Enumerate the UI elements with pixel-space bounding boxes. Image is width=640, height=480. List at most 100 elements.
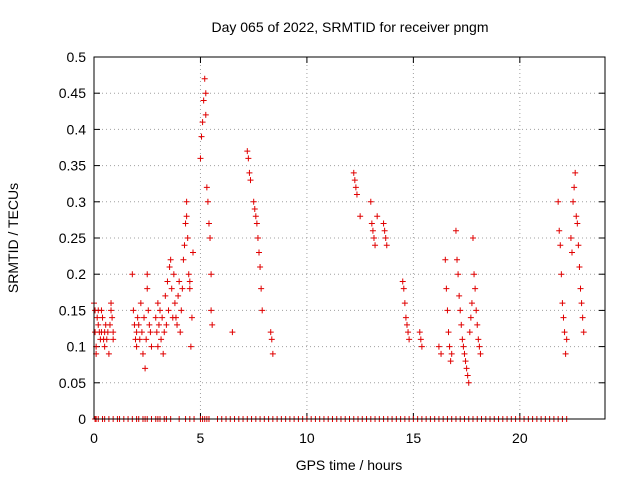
y-tick-label: 0.2 [67, 266, 87, 282]
data-point [167, 256, 174, 263]
data-point [134, 314, 141, 321]
data-point [110, 329, 117, 336]
data-point [137, 300, 144, 307]
y-tick-label: 0.25 [59, 230, 86, 246]
data-point [98, 307, 105, 314]
data-point [457, 307, 464, 314]
data-point [144, 285, 151, 292]
data-point [435, 343, 442, 350]
data-point [578, 300, 585, 307]
data-point [381, 227, 388, 234]
y-tick-label: 0.4 [67, 121, 87, 137]
data-point [172, 314, 179, 321]
data-point [368, 220, 375, 227]
data-point [575, 242, 582, 249]
data-point [245, 155, 252, 162]
data-point [187, 343, 194, 350]
data-point [454, 256, 461, 263]
data-point [165, 307, 172, 314]
data-point [186, 285, 193, 292]
data-point [382, 235, 389, 241]
data-point [130, 307, 137, 314]
data-point [168, 285, 175, 292]
data-point [351, 177, 358, 184]
data-point [477, 350, 484, 357]
data-point [473, 307, 480, 314]
data-point [579, 314, 586, 321]
data-point [416, 329, 423, 336]
data-point [471, 271, 478, 278]
data-point [374, 213, 381, 220]
data-point [184, 235, 191, 241]
data-point [352, 184, 359, 191]
data-point [202, 111, 209, 118]
data-point [580, 329, 587, 336]
data-point [166, 263, 173, 270]
data-point [205, 220, 212, 227]
data-point [171, 300, 178, 307]
data-point [267, 329, 274, 336]
y-tick-label: 0.15 [59, 302, 86, 318]
data-point [200, 97, 207, 104]
data-point [153, 329, 160, 336]
data-point [145, 307, 152, 314]
data-points [91, 75, 587, 422]
data-point [174, 321, 181, 328]
data-point [577, 285, 584, 292]
y-tick-label: 0.1 [67, 339, 87, 355]
data-point [133, 329, 140, 336]
data-point [472, 285, 479, 292]
data-point [101, 343, 108, 350]
data-point [456, 292, 463, 299]
data-point [104, 329, 111, 336]
data-point [367, 198, 374, 205]
data-point [204, 198, 211, 205]
data-point [186, 278, 193, 285]
data-point [253, 220, 260, 227]
y-tick-label: 0 [78, 411, 86, 427]
data-point [160, 350, 167, 357]
data-point [269, 350, 276, 357]
data-point [182, 220, 189, 227]
data-point [110, 336, 117, 343]
data-point [94, 314, 101, 321]
data-point [246, 169, 253, 176]
data-point [574, 220, 581, 227]
data-point [190, 249, 197, 256]
data-point [350, 169, 357, 176]
data-point [476, 343, 483, 350]
data-point [138, 329, 145, 336]
data-point [109, 314, 116, 321]
data-point [133, 343, 140, 350]
data-point [562, 350, 569, 357]
data-point [559, 300, 566, 307]
data-point [259, 307, 266, 314]
data-point [469, 235, 476, 241]
data-point [257, 263, 264, 270]
data-point [573, 213, 580, 220]
x-tick-label: 15 [406, 430, 422, 446]
data-point [452, 227, 459, 234]
data-point [401, 300, 408, 307]
data-point [560, 314, 567, 321]
data-point [563, 336, 570, 343]
y-tick-label: 0.45 [59, 85, 86, 101]
axis-ticks: 0 0.05 0.1 0.15 0.2 0.25 0.3 0.35 0.4 0.45 0.5 0 5 10… [59, 49, 605, 446]
data-point [448, 350, 455, 357]
data-point [181, 242, 188, 249]
data-point [357, 213, 364, 220]
data-point [176, 278, 183, 285]
data-point [159, 314, 166, 321]
data-point [209, 321, 216, 328]
data-point [464, 372, 471, 379]
data-point [268, 336, 275, 343]
data-point [108, 307, 115, 314]
data-point [152, 314, 159, 321]
data-point [258, 285, 265, 292]
data-point [146, 321, 153, 328]
data-point [468, 300, 475, 307]
y-tick-label: 0.3 [67, 194, 87, 210]
data-point [458, 321, 465, 328]
data-point [353, 191, 360, 198]
data-point [445, 329, 452, 336]
